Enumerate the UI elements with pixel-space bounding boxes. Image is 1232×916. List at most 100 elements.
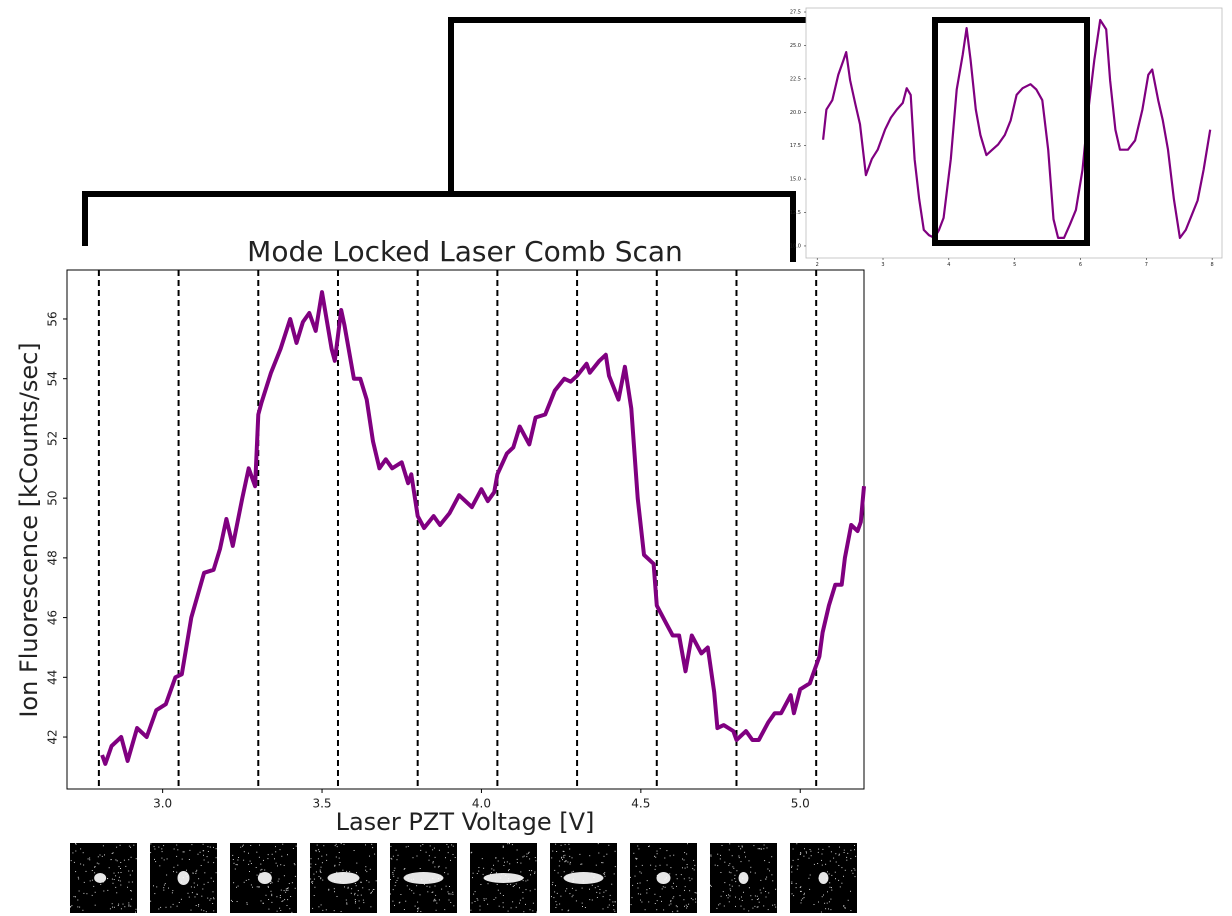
noise-pixel bbox=[640, 893, 642, 895]
x-tick-label: 6 bbox=[1079, 262, 1082, 268]
noise-pixel bbox=[472, 877, 473, 879]
noise-pixel bbox=[438, 899, 440, 901]
noise-pixel bbox=[358, 900, 360, 902]
noise-pixel bbox=[522, 897, 524, 899]
noise-pixel bbox=[100, 883, 102, 885]
noise-pixel bbox=[508, 870, 509, 872]
noise-pixel bbox=[435, 909, 437, 911]
noise-pixel bbox=[693, 869, 695, 871]
noise-pixel bbox=[209, 899, 211, 901]
noise-pixel bbox=[423, 883, 425, 885]
noise-pixel bbox=[243, 859, 245, 861]
noise-pixel bbox=[838, 854, 840, 856]
noise-pixel bbox=[535, 860, 537, 862]
noise-pixel bbox=[130, 856, 132, 858]
noise-pixel bbox=[281, 901, 283, 902]
noise-pixel bbox=[195, 872, 197, 874]
noise-pixel bbox=[637, 887, 639, 889]
noise-pixel bbox=[432, 861, 434, 863]
noise-pixel bbox=[245, 879, 247, 881]
noise-pixel bbox=[390, 857, 392, 859]
noise-pixel bbox=[210, 898, 212, 900]
x-tick-label: 5 bbox=[1013, 262, 1016, 268]
noise-pixel bbox=[294, 875, 296, 877]
noise-pixel bbox=[601, 862, 603, 864]
plot-area bbox=[805, 7, 1223, 259]
noise-pixel bbox=[295, 845, 297, 847]
data-line bbox=[822, 18, 1212, 239]
noise-pixel bbox=[418, 907, 420, 909]
y-tick-label: 15.0 bbox=[790, 177, 801, 183]
noise-pixel bbox=[682, 867, 683, 869]
noise-pixel bbox=[207, 851, 209, 852]
noise-pixel bbox=[646, 880, 648, 882]
noise-pixel bbox=[128, 881, 130, 883]
noise-pixel bbox=[448, 899, 450, 901]
noise-pixel bbox=[474, 901, 476, 902]
noise-pixel bbox=[731, 879, 733, 881]
noise-pixel bbox=[641, 864, 643, 866]
noise-pixel bbox=[131, 881, 133, 883]
noise-pixel bbox=[279, 849, 281, 851]
noise-pixel bbox=[654, 855, 655, 857]
noise-pixel bbox=[390, 879, 391, 880]
noise-pixel bbox=[759, 848, 760, 850]
noise-pixel bbox=[338, 857, 340, 859]
noise-pixel bbox=[271, 882, 273, 884]
noise-pixel bbox=[447, 873, 449, 875]
noise-pixel bbox=[686, 906, 688, 907]
noise-pixel bbox=[196, 893, 198, 895]
noise-pixel bbox=[159, 865, 161, 867]
noise-pixel bbox=[428, 859, 430, 861]
noise-pixel bbox=[158, 908, 160, 910]
noise-pixel bbox=[483, 898, 485, 900]
noise-pixel bbox=[735, 881, 737, 883]
noise-pixel bbox=[724, 882, 726, 884]
noise-pixel bbox=[75, 850, 77, 852]
noise-pixel bbox=[268, 908, 270, 910]
noise-pixel bbox=[322, 909, 324, 911]
noise-pixel bbox=[579, 853, 581, 855]
noise-pixel bbox=[559, 860, 561, 862]
noise-pixel bbox=[344, 886, 345, 888]
noise-pixel bbox=[112, 906, 113, 908]
noise-pixel bbox=[756, 899, 758, 900]
noise-pixel bbox=[326, 859, 328, 861]
noise-pixel bbox=[452, 845, 454, 847]
noise-pixel bbox=[319, 871, 321, 872]
noise-pixel bbox=[163, 884, 165, 886]
noise-pixel bbox=[107, 889, 109, 891]
noise-pixel bbox=[659, 896, 661, 898]
ion-spot bbox=[483, 873, 524, 883]
noise-pixel bbox=[612, 901, 614, 903]
noise-pixel bbox=[727, 897, 729, 899]
noise-pixel bbox=[213, 862, 215, 864]
noise-pixel bbox=[285, 889, 287, 891]
noise-pixel bbox=[534, 871, 536, 873]
noise-pixel bbox=[118, 866, 120, 868]
noise-pixel bbox=[132, 870, 133, 872]
noise-pixel bbox=[419, 894, 421, 896]
chart-title: Mode Locked Laser Comb Scan bbox=[247, 235, 683, 268]
x-tick-label: 7 bbox=[1145, 262, 1148, 268]
noise-pixel bbox=[187, 892, 189, 894]
noise-pixel bbox=[844, 869, 846, 871]
noise-pixel bbox=[655, 856, 657, 858]
noise-pixel bbox=[639, 882, 641, 884]
noise-pixel bbox=[207, 881, 209, 883]
noise-pixel bbox=[483, 899, 485, 901]
noise-pixel bbox=[710, 885, 712, 887]
noise-pixel bbox=[555, 843, 557, 845]
noise-pixel bbox=[769, 870, 770, 872]
noise-pixel bbox=[120, 862, 122, 863]
noise-pixel bbox=[287, 854, 288, 856]
noise-pixel bbox=[835, 853, 837, 855]
noise-pixel bbox=[843, 852, 845, 853]
noise-pixel bbox=[256, 886, 258, 888]
noise-pixel bbox=[646, 889, 648, 891]
camera-image bbox=[70, 843, 137, 913]
noise-pixel bbox=[246, 902, 248, 904]
noise-pixel bbox=[277, 865, 278, 867]
noise-pixel bbox=[854, 869, 856, 871]
noise-pixel bbox=[130, 846, 131, 848]
